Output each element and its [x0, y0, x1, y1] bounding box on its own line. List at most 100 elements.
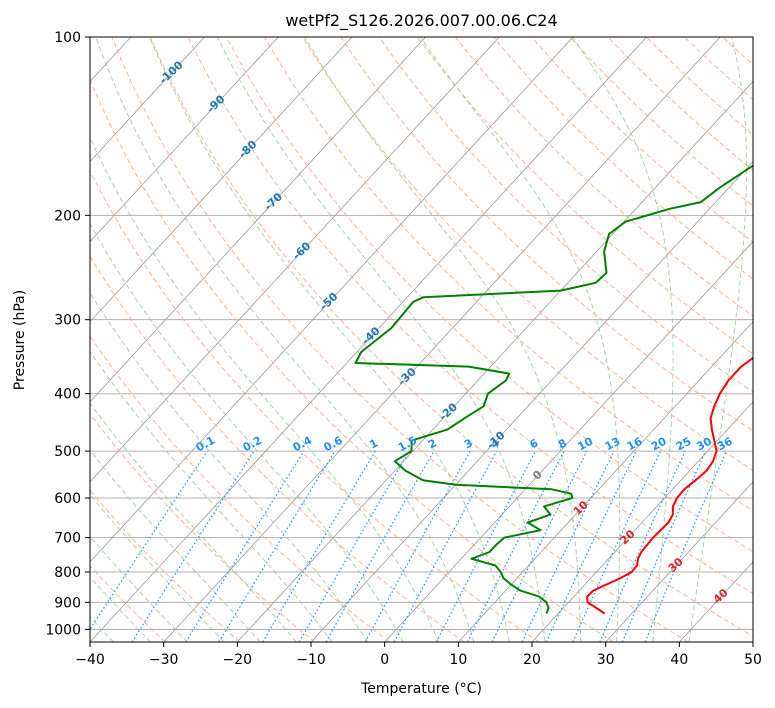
- moist-adiabat: [304, 37, 582, 642]
- moist-adiabat: [90, 291, 369, 642]
- dry-adiabat: [761, 37, 775, 642]
- isotherm-line: [0, 37, 57, 642]
- x-axis-label: Temperature (°C): [360, 681, 482, 697]
- x-tick-label: 30: [597, 652, 615, 668]
- y-tick-label: 1000: [45, 622, 81, 638]
- dry-adiabat: [187, 37, 753, 595]
- isotherm-line: [679, 561, 753, 642]
- x-tick-label: 50: [744, 652, 762, 668]
- y-tick-label: 900: [54, 595, 81, 611]
- dewpoint-profile: [354, 164, 753, 614]
- mixing-ratio-label: 25: [674, 435, 694, 454]
- isotherm-line: [752, 641, 753, 642]
- dry-adiabat: [90, 335, 390, 642]
- mixing-ratio-line: [131, 450, 255, 642]
- moist-adiabat: [149, 37, 510, 642]
- isotherm-line: [90, 37, 353, 323]
- dry-adiabat: [111, 37, 689, 642]
- y-axis-label: Pressure (hPa): [12, 290, 28, 390]
- dry-adiabat: [531, 37, 753, 243]
- mixing-ratio-line: [466, 450, 565, 642]
- isotherm-line: [90, 37, 426, 403]
- dry-adiabat: [264, 37, 753, 512]
- dry-adiabat: [90, 78, 614, 642]
- plot-frame: [89, 36, 754, 643]
- isotherm-line: [90, 37, 647, 642]
- dry-adiabat: [607, 37, 753, 171]
- isotherm-line: [384, 241, 753, 642]
- moist-adiabat: [90, 449, 261, 642]
- dry-adiabat: [722, 37, 753, 66]
- mixing-ratio-label: 16: [625, 435, 645, 454]
- dry-adiabat: [149, 37, 753, 637]
- isotherm-line: [90, 37, 500, 483]
- isotherm-line: [90, 37, 205, 163]
- moist-adiabat: [90, 576, 151, 642]
- mixing-ratio-label: 2: [426, 436, 439, 451]
- y-tick-label: 100: [54, 30, 81, 46]
- isotherm-line: [531, 401, 753, 642]
- moist-adiabat: [688, 37, 748, 642]
- line-labels: 0.1 0.2 0.4 0.6 1 1.5 2 3 4 6 8 10 13 16 20 25 30 36-100-…: [157, 58, 735, 606]
- y-tick-label: 400: [54, 387, 81, 403]
- x-tick-label: −40: [75, 652, 105, 668]
- dry-adiabat: [378, 37, 753, 393]
- mixing-ratio-line: [491, 450, 588, 642]
- mixing-ratio-line: [545, 450, 637, 642]
- y-tick-label: 200: [54, 208, 81, 224]
- background-lines: [0, 37, 775, 642]
- dry-adiabat: [90, 254, 465, 642]
- mixing-ratio-label: 20: [649, 435, 669, 454]
- moist-adiabat: [571, 37, 674, 642]
- moist-adiabat: [90, 402, 297, 642]
- x-tick-label: −20: [223, 652, 253, 668]
- moist-adiabat: [216, 37, 546, 642]
- mixing-ratio-line: [262, 450, 376, 642]
- mixing-ratio-line: [325, 450, 435, 642]
- mixing-ratio-label: 6: [528, 436, 541, 451]
- mixing-ratio-label: 36: [715, 435, 735, 454]
- y-tick-label: 500: [54, 444, 81, 460]
- isotherm-line: [458, 321, 753, 642]
- moist-adiabat: [95, 37, 475, 642]
- mixing-ratio-label: 13: [603, 435, 623, 454]
- series-layer: [354, 164, 753, 615]
- mixing-ratio-line: [572, 450, 662, 642]
- moist-adiabat: [90, 350, 333, 642]
- dry-adiabat: [90, 565, 166, 642]
- isotherm-line: [237, 80, 753, 642]
- mixing-ratio-label: 3: [462, 436, 475, 451]
- mixing-ratio-label: 30: [694, 435, 714, 454]
- y-tick-label: 700: [54, 531, 81, 547]
- dry-adiabat: [683, 37, 753, 101]
- mixing-ratio-line: [185, 450, 305, 642]
- x-tick-label: 40: [670, 652, 688, 668]
- mixing-ratio-line: [364, 450, 471, 642]
- chart-title: wetPf2_S126.2026.007.00.06.C24: [285, 11, 557, 31]
- x-tick-label: −30: [149, 652, 179, 668]
- y-axis: 100 200 300 400 500 600 700 800 900 1000: [45, 30, 90, 638]
- mixing-ratio-line: [435, 450, 537, 642]
- moist-adiabat: [90, 535, 188, 642]
- dry-adiabat: [90, 170, 540, 642]
- moist-adiabat: [90, 493, 225, 642]
- x-tick-label: 10: [449, 652, 467, 668]
- mixing-ratio-line: [218, 450, 336, 642]
- dry-adiabat: [90, 489, 241, 642]
- y-tick-label: 300: [54, 313, 81, 329]
- x-tick-label: −10: [296, 652, 326, 668]
- temperature-profile: [586, 356, 753, 615]
- isotherm-line: [163, 37, 721, 642]
- x-axis: −40 −30 −20 −10 0 10 20 30 40 50: [75, 642, 762, 668]
- x-tick-label: 0: [380, 652, 389, 668]
- mixing-ratio-label: 10: [575, 435, 595, 454]
- isotherm-line: [90, 37, 279, 243]
- isotherm-line: [605, 481, 753, 642]
- moist-adiabat: [90, 222, 404, 642]
- y-tick-label: 800: [54, 565, 81, 581]
- x-tick-label: 20: [523, 652, 541, 668]
- dry-adiabat: [90, 413, 316, 642]
- mixing-ratio-line: [393, 450, 498, 642]
- y-tick-label: 600: [54, 491, 81, 507]
